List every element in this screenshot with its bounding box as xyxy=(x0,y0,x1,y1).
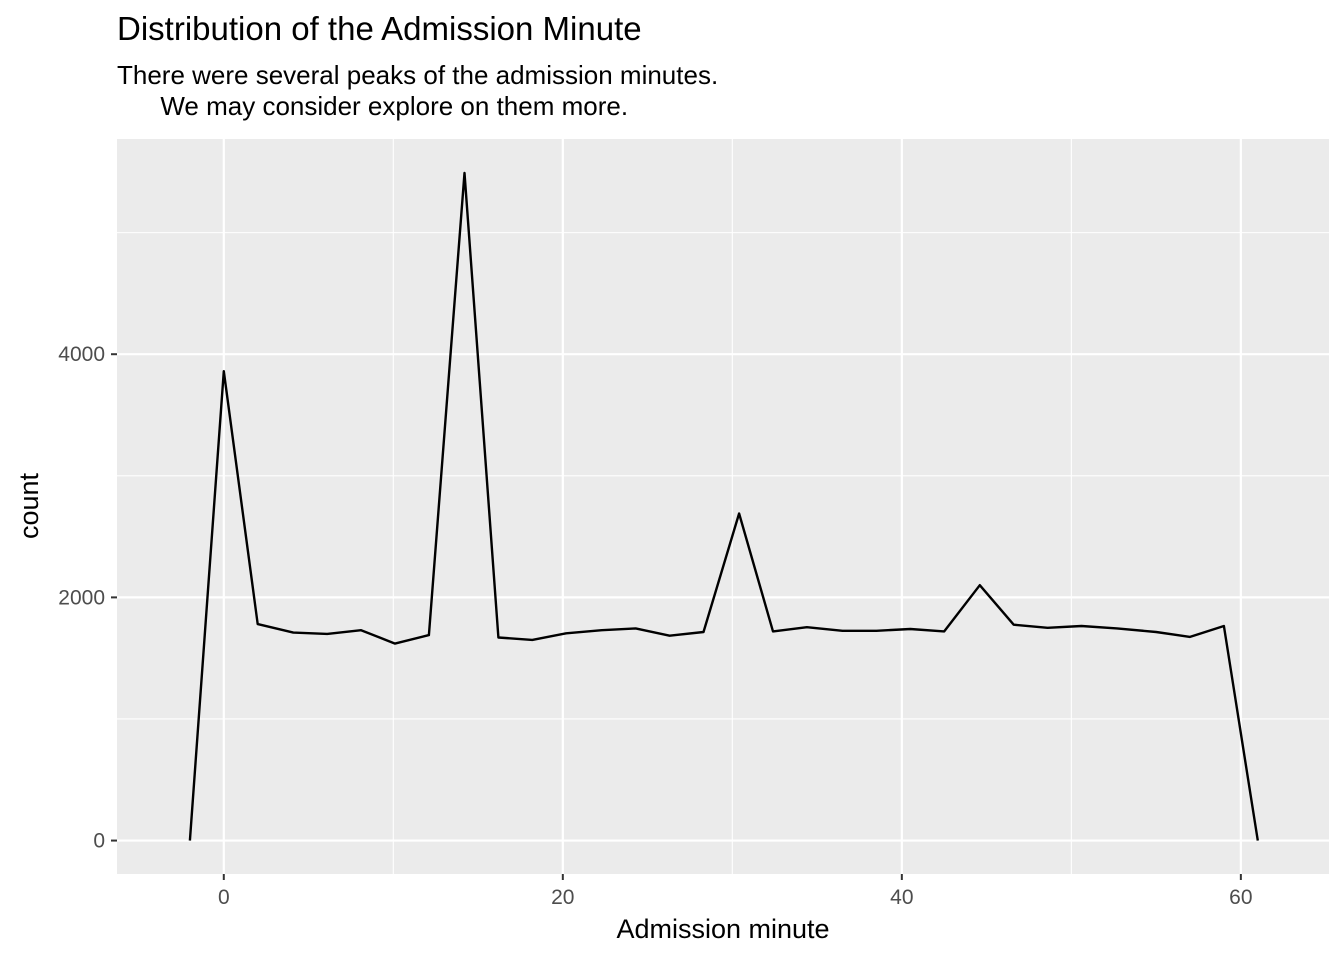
x-tick-label: 20 xyxy=(551,886,574,909)
plot-panel xyxy=(117,139,1329,874)
chart-title: Distribution of the Admission Minute xyxy=(117,10,642,47)
series-line xyxy=(188,171,1259,841)
series-layer xyxy=(188,171,1259,841)
x-tick-label: 60 xyxy=(1229,886,1252,909)
y-tick-label: 0 xyxy=(93,830,105,853)
x-tick-label: 40 xyxy=(890,886,913,909)
x-tick-label: 0 xyxy=(218,886,230,909)
x-axis-title: Admission minute xyxy=(616,914,829,944)
major-gridlines xyxy=(117,139,1329,874)
y-tick-label: 4000 xyxy=(58,343,105,366)
minor-gridlines xyxy=(117,139,1329,874)
y-tick-label: 2000 xyxy=(58,586,105,609)
y-axis-title: count xyxy=(14,472,44,539)
axes-layer: 0 20 40 60 0 2000 4000 xyxy=(58,343,1252,909)
chart-subtitle: There were several peaks of the admissio… xyxy=(117,60,719,121)
